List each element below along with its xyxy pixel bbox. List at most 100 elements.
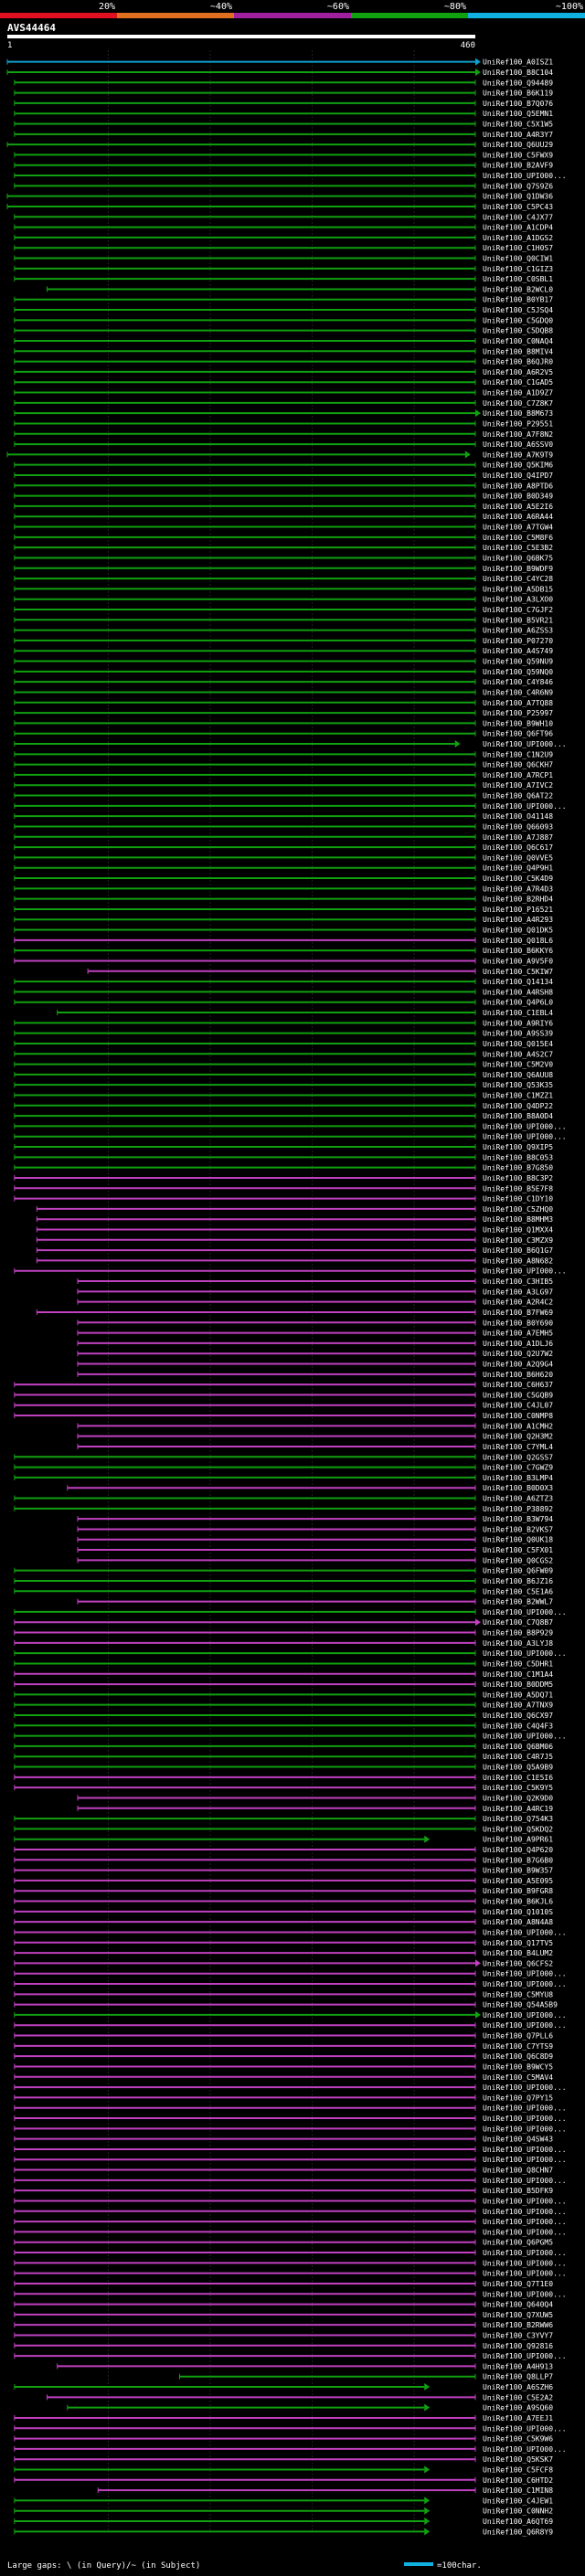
hit-row[interactable]: UniRef100_Q0UK18 bbox=[77, 1536, 553, 1544]
hit-row[interactable]: UniRef100_B3W794 bbox=[77, 1515, 553, 1523]
hit-row[interactable]: UniRef100_A9SQ60 bbox=[67, 2403, 553, 2412]
hit-label[interactable]: UniRef100_C7YTS9 bbox=[483, 2042, 553, 2051]
hit-label[interactable]: UniRef100_Q6CKH7 bbox=[483, 761, 553, 769]
hit-label[interactable]: UniRef100_Q92816 bbox=[483, 2342, 553, 2350]
hit-label[interactable]: UniRef100_A6SZH6 bbox=[483, 2383, 553, 2391]
hit-row[interactable]: UniRef100_C4R6N9 bbox=[14, 688, 553, 696]
hit-row[interactable]: UniRef100_C5K4D9 bbox=[14, 875, 553, 883]
hit-row[interactable]: UniRef100_C5FX01 bbox=[77, 1546, 553, 1554]
hit-row[interactable]: UniRef100_A1CDP4 bbox=[14, 224, 553, 232]
hit-label[interactable]: UniRef100_Q6BK75 bbox=[483, 554, 553, 562]
hit-row[interactable]: UniRef100_UPI000... bbox=[14, 2156, 567, 2164]
hit-label[interactable]: UniRef100_UPI000... bbox=[483, 2156, 567, 2164]
hit-label[interactable]: UniRef100_UPI000... bbox=[483, 802, 567, 811]
hit-label[interactable]: UniRef100_Q0CIW1 bbox=[483, 255, 553, 263]
hit-label[interactable]: UniRef100_Q5A9B9 bbox=[483, 1764, 553, 1772]
hit-row[interactable]: UniRef100_UPI000... bbox=[14, 1928, 567, 1936]
hit-label[interactable]: UniRef100_Q9XIP5 bbox=[483, 1143, 553, 1151]
hit-row[interactable]: UniRef100_B9WDF9 bbox=[14, 565, 553, 573]
hit-row[interactable]: UniRef100_UPI000... bbox=[14, 2177, 567, 2185]
hit-row[interactable]: UniRef100_B8MHM3 bbox=[36, 1215, 553, 1224]
hit-label[interactable]: UniRef100_C3MZX9 bbox=[483, 1236, 553, 1245]
hit-label[interactable]: UniRef100_Q53K35 bbox=[483, 1081, 553, 1089]
hit-label[interactable]: UniRef100_B3LMP4 bbox=[483, 1474, 553, 1482]
hit-label[interactable]: UniRef100_A4R3Y7 bbox=[483, 131, 553, 139]
hit-label[interactable]: UniRef100_B6KJL6 bbox=[483, 1898, 553, 1906]
hit-row[interactable]: UniRef100_C5M8F6 bbox=[14, 534, 553, 542]
hit-row[interactable]: UniRef100_UPI000... bbox=[14, 1733, 567, 1741]
hit-row[interactable]: UniRef100_A6QT69 bbox=[14, 2518, 553, 2526]
hit-label[interactable]: UniRef100_Q7S9Z6 bbox=[483, 182, 553, 190]
hit-row[interactable]: UniRef100_Q5KIM6 bbox=[14, 461, 553, 470]
hit-label[interactable]: UniRef100_UPI000... bbox=[483, 2208, 567, 2216]
hit-row[interactable]: UniRef100_C5M2V0 bbox=[14, 1061, 553, 1069]
hit-row[interactable]: UniRef100_B3LMP4 bbox=[14, 1474, 553, 1482]
hit-label[interactable]: UniRef100_B5E7F8 bbox=[483, 1184, 553, 1193]
hit-row[interactable]: UniRef100_C5E3B2 bbox=[14, 544, 553, 552]
hit-label[interactable]: UniRef100_Q754K3 bbox=[483, 1815, 553, 1823]
hit-row[interactable]: UniRef100_A7TQ88 bbox=[14, 699, 553, 707]
hit-label[interactable]: UniRef100_C7Z8K7 bbox=[483, 399, 553, 408]
hit-label[interactable]: UniRef100_A6ZTZ3 bbox=[483, 1495, 553, 1503]
hit-row[interactable]: UniRef100_Q5EMN1 bbox=[14, 110, 553, 118]
hit-row[interactable]: UniRef100_Q6UU29 bbox=[6, 141, 553, 149]
hit-label[interactable]: UniRef100_UPI000... bbox=[483, 2115, 567, 2123]
hit-label[interactable]: UniRef100_Q5KIM6 bbox=[483, 461, 553, 470]
hit-row[interactable]: UniRef100_Q4P9H1 bbox=[14, 864, 553, 873]
hit-label[interactable]: UniRef100_B3W794 bbox=[483, 1515, 553, 1523]
hit-row[interactable]: UniRef100_A5E2I6 bbox=[14, 503, 553, 511]
hit-row[interactable]: UniRef100_Q7PLL6 bbox=[14, 2032, 553, 2041]
hit-row[interactable]: UniRef100_Q7XUW5 bbox=[14, 2311, 553, 2319]
hit-row[interactable]: UniRef100_C1MZZ1 bbox=[14, 1091, 553, 1099]
hit-label[interactable]: UniRef100_UPI000... bbox=[483, 740, 567, 748]
hit-row[interactable]: UniRef100_A3LYJ8 bbox=[14, 1639, 553, 1648]
hit-row[interactable]: UniRef100_A7J887 bbox=[14, 833, 553, 842]
hit-label[interactable]: UniRef100_C1DY10 bbox=[483, 1195, 553, 1203]
hit-row[interactable]: UniRef100_C3HIB5 bbox=[77, 1277, 553, 1286]
hit-label[interactable]: UniRef100_A4RSH8 bbox=[483, 988, 553, 996]
hit-label[interactable]: UniRef100_O41148 bbox=[483, 812, 553, 821]
hit-row[interactable]: UniRef100_C1E5I6 bbox=[14, 1774, 553, 1782]
hit-label[interactable]: UniRef100_Q4P6L0 bbox=[483, 999, 553, 1007]
hit-label[interactable]: UniRef100_C0NAQ4 bbox=[483, 337, 553, 345]
hit-label[interactable]: UniRef100_C5DQB8 bbox=[483, 327, 553, 335]
hit-row[interactable]: UniRef100_Q1MXX4 bbox=[36, 1225, 553, 1234]
hit-row[interactable]: UniRef100_C4YC28 bbox=[14, 575, 553, 583]
hit-row[interactable]: UniRef100_A6SSV0 bbox=[14, 440, 553, 449]
hit-row[interactable]: UniRef100_A7K9T9 bbox=[6, 451, 553, 459]
hit-row[interactable]: UniRef100_A6ZTZ3 bbox=[14, 1495, 553, 1503]
hit-label[interactable]: UniRef100_C7GJF2 bbox=[483, 606, 553, 614]
hit-label[interactable]: UniRef100_A8N4A8 bbox=[483, 1918, 553, 1926]
hit-label[interactable]: UniRef100_UPI000... bbox=[483, 2011, 567, 2019]
hit-label[interactable]: UniRef100_C1MZZ1 bbox=[483, 1091, 553, 1099]
hit-label[interactable]: UniRef100_C5FWX9 bbox=[483, 151, 553, 159]
hit-label[interactable]: UniRef100_Q6UU29 bbox=[483, 141, 553, 149]
hit-label[interactable]: UniRef100_B6KKY6 bbox=[483, 947, 553, 955]
hit-label[interactable]: UniRef100_Q4P620 bbox=[483, 1846, 553, 1854]
hit-label[interactable]: UniRef100_A0ISZ1 bbox=[483, 58, 553, 67]
hit-label[interactable]: UniRef100_UPI000... bbox=[483, 2228, 567, 2236]
hit-row[interactable]: UniRef100_B8M673 bbox=[14, 409, 553, 418]
hit-label[interactable]: UniRef100_Q4IPD7 bbox=[483, 472, 553, 480]
hit-label[interactable]: UniRef100_B4LUM2 bbox=[483, 1949, 553, 1957]
hit-label[interactable]: UniRef100_UPI000... bbox=[483, 2445, 567, 2454]
hit-row[interactable]: UniRef100_Q5A9B9 bbox=[14, 1764, 553, 1772]
hit-row[interactable]: UniRef100_Q0CIW1 bbox=[14, 255, 553, 263]
hit-row[interactable]: UniRef100_C0NNH2 bbox=[14, 2507, 553, 2516]
hit-label[interactable]: UniRef100_B6K119 bbox=[483, 90, 553, 98]
hit-label[interactable]: UniRef100_C3YVY7 bbox=[483, 2331, 553, 2339]
hit-label[interactable]: UniRef100_Q6FW09 bbox=[483, 1567, 553, 1575]
hit-row[interactable]: UniRef100_B8MIV4 bbox=[14, 347, 553, 355]
hit-row[interactable]: UniRef100_UPI000... bbox=[14, 802, 567, 811]
hit-row[interactable]: UniRef100_UPI000... bbox=[14, 2270, 567, 2278]
hit-label[interactable]: UniRef100_A1D9Z7 bbox=[483, 389, 553, 398]
hit-row[interactable]: UniRef100_Q4SW43 bbox=[14, 2136, 553, 2144]
hit-label[interactable]: UniRef100_UPI000... bbox=[483, 1928, 567, 1936]
hit-label[interactable]: UniRef100_Q14134 bbox=[483, 978, 553, 986]
hit-label[interactable]: UniRef100_C5MYU8 bbox=[483, 1990, 553, 1998]
hit-label[interactable]: UniRef100_B6H620 bbox=[483, 1371, 553, 1379]
hit-label[interactable]: UniRef100_A9SS39 bbox=[483, 1030, 553, 1038]
hit-row[interactable]: UniRef100_C4Y846 bbox=[14, 678, 553, 686]
hit-row[interactable]: UniRef100_Q6AUU8 bbox=[14, 1071, 553, 1079]
hit-row[interactable]: UniRef100_A4H913 bbox=[57, 2362, 554, 2370]
